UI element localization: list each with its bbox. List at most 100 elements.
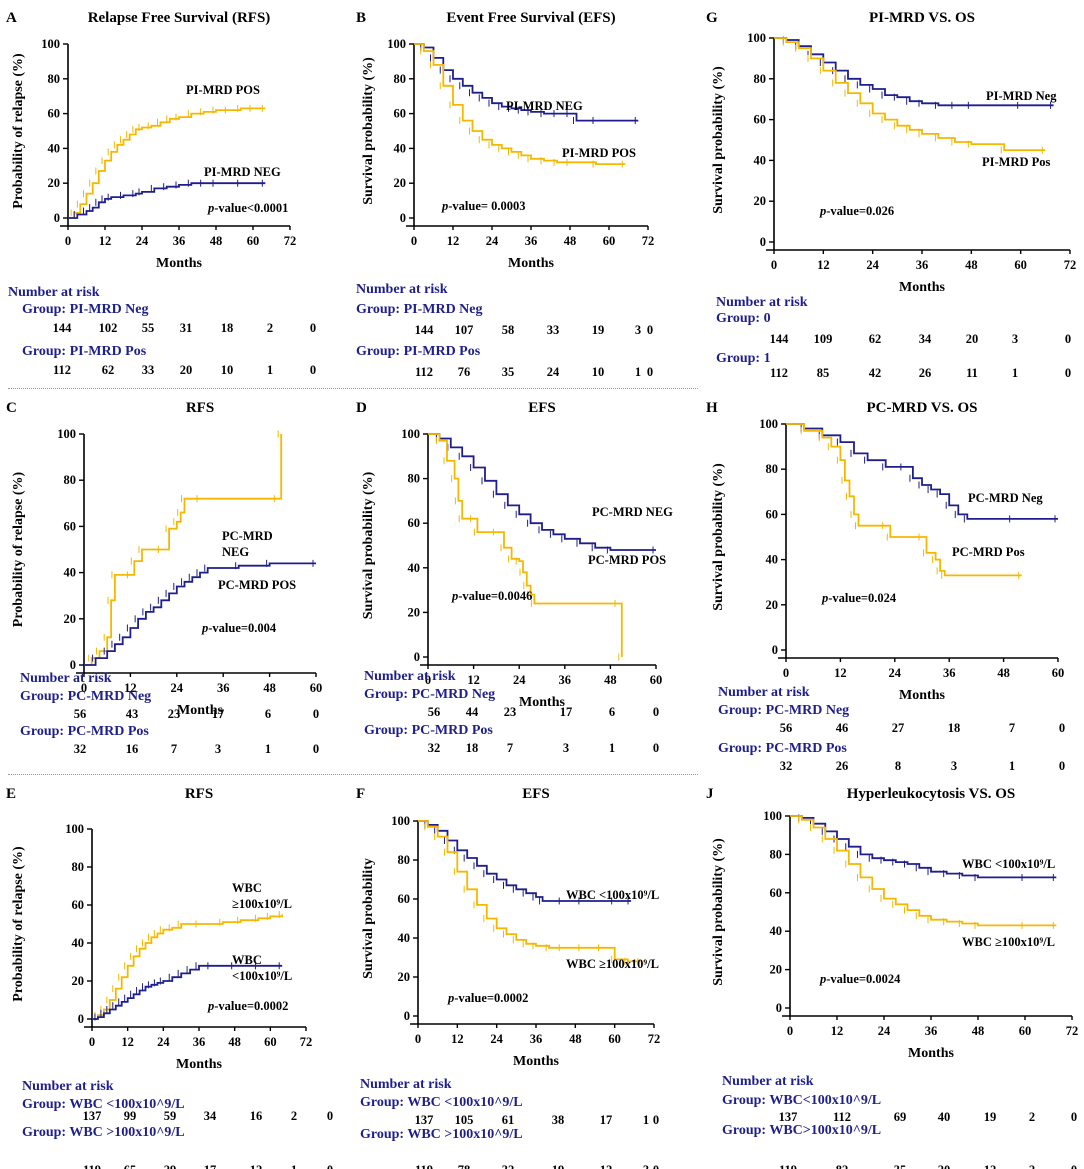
y-tick-label: 0: [54, 211, 60, 225]
risk-count: 0: [1071, 1110, 1077, 1124]
y-tick-label: 40: [408, 561, 421, 575]
risk-count: 34: [919, 332, 932, 346]
risk-count: 56: [74, 707, 87, 721]
y-tick-label: 20: [398, 970, 411, 984]
x-tick-label: 12: [121, 1035, 134, 1049]
x-axis-label: Months: [908, 1046, 954, 1061]
x-tick-label: 72: [1064, 258, 1077, 272]
x-tick-label: 0: [89, 1035, 95, 1049]
risk-count: 0: [653, 1113, 659, 1127]
risk-count: 0: [1065, 366, 1071, 380]
x-tick-label: 24: [486, 234, 499, 248]
risk-count: 137: [83, 1109, 102, 1123]
risk-count: 40: [938, 1110, 951, 1124]
series-line: [428, 433, 623, 657]
risk-count: 23: [168, 707, 181, 721]
p-value-label: p-value=0.0002: [207, 999, 288, 1013]
panel-B: B Event Free Survival (EFS) 0 12 24 36 48 60 72 0…: [356, 10, 654, 379]
risk-count: 18: [221, 321, 234, 335]
series-line: [84, 562, 316, 666]
risk-count: 0: [313, 742, 319, 756]
panel-letter: J: [706, 786, 714, 802]
series-label: WBC ≥100x10⁹/L: [566, 957, 659, 971]
series-line: [790, 815, 1057, 927]
y-tick-label: 0: [404, 1009, 410, 1023]
x-tick-label: 12: [451, 1032, 464, 1046]
y-axis-label: Survival probability (%): [361, 471, 376, 619]
risk-count: 0: [647, 323, 653, 337]
axes: [766, 38, 1070, 251]
risk-group-label: Group: 0: [716, 311, 771, 326]
axes: [60, 44, 290, 227]
risk-count: 2: [291, 1109, 297, 1123]
risk-group-label: Group: PC-MRD Neg: [718, 703, 849, 718]
risk-count: 23: [504, 705, 517, 719]
risk-count: 46: [836, 721, 849, 735]
risk-table-title: Number at risk: [716, 295, 808, 310]
risk-count: 19: [984, 1110, 997, 1124]
risk-count: 0: [310, 363, 316, 377]
risk-count: 27: [892, 721, 905, 735]
p-value-label: p-value=0.0002: [447, 991, 528, 1005]
risk-group-label: Group: PI-MRD Neg: [356, 302, 483, 317]
risk-count: 3: [1012, 332, 1018, 346]
risk-count: 2: [1029, 1110, 1035, 1124]
x-tick-label: 0: [783, 666, 789, 680]
risk-count: 35: [502, 365, 515, 379]
y-axis-label: Survival probability (%): [361, 57, 376, 205]
risk-count: 1: [291, 1163, 297, 1169]
y-tick-label: 0: [760, 235, 766, 249]
y-tick-label: 0: [78, 1012, 84, 1026]
y-axis-label: Survival probability: [361, 858, 376, 979]
x-tick-label: 24: [136, 234, 149, 248]
risk-count: 0: [1065, 332, 1071, 346]
y-tick-label: 40: [766, 553, 779, 567]
x-tick-label: 24: [157, 1035, 170, 1049]
y-tick-label: 100: [57, 427, 76, 441]
x-tick-label: 60: [1014, 258, 1027, 272]
risk-count: 19: [552, 1163, 565, 1169]
risk-group-label: Group: WBC<100x10^9/L: [722, 1093, 881, 1108]
x-tick-label: 60: [310, 681, 323, 695]
risk-count: 32: [502, 1163, 515, 1169]
panel-G: G PI-MRD VS. OS0 12 24 36 48 60 72020406080100M…: [706, 10, 1077, 380]
risk-count: 58: [502, 323, 515, 337]
risk-count: 12: [984, 1163, 997, 1169]
risk-count: 2: [1029, 1163, 1035, 1169]
x-tick-label: 24: [171, 681, 184, 695]
x-tick-label: 60: [608, 1032, 621, 1046]
y-tick-label: 80: [408, 472, 421, 486]
y-tick-label: 80: [398, 853, 411, 867]
risk-count: 26: [919, 366, 932, 380]
x-tick-label: 48: [604, 673, 617, 687]
y-tick-label: 20: [48, 176, 61, 190]
risk-count: 112: [53, 363, 71, 377]
x-tick-label: 72: [300, 1035, 313, 1049]
axes: [84, 829, 306, 1028]
x-tick-label: 12: [834, 666, 847, 680]
risk-count: 26: [836, 759, 849, 773]
series-label: PC-MRD POS: [218, 578, 296, 592]
x-tick-label: 36: [530, 1032, 543, 1046]
x-tick-label: 36: [943, 666, 956, 680]
y-tick-label: 0: [776, 1001, 782, 1015]
y-tick-label: 20: [408, 605, 421, 619]
risk-count: 1: [609, 741, 615, 755]
x-tick-label: 48: [228, 1035, 241, 1049]
y-tick-label: 40: [770, 924, 783, 938]
risk-count: 1: [635, 365, 641, 379]
x-axis-label: Months: [156, 256, 202, 271]
y-tick-label: 100: [747, 31, 766, 45]
risk-count: 10: [592, 365, 605, 379]
risk-count: 144: [53, 321, 73, 335]
chart-title: PC-MRD VS. OS: [867, 400, 978, 416]
risk-count: 56: [428, 705, 441, 719]
risk-count: 17: [212, 707, 225, 721]
risk-count: 105: [455, 1113, 474, 1127]
x-tick-label: 60: [1019, 1024, 1032, 1038]
risk-count: 82: [836, 1163, 849, 1169]
x-axis-label: Months: [176, 1057, 222, 1072]
series-label: PI-MRD POS: [562, 146, 636, 160]
y-tick-label: 80: [766, 462, 779, 476]
